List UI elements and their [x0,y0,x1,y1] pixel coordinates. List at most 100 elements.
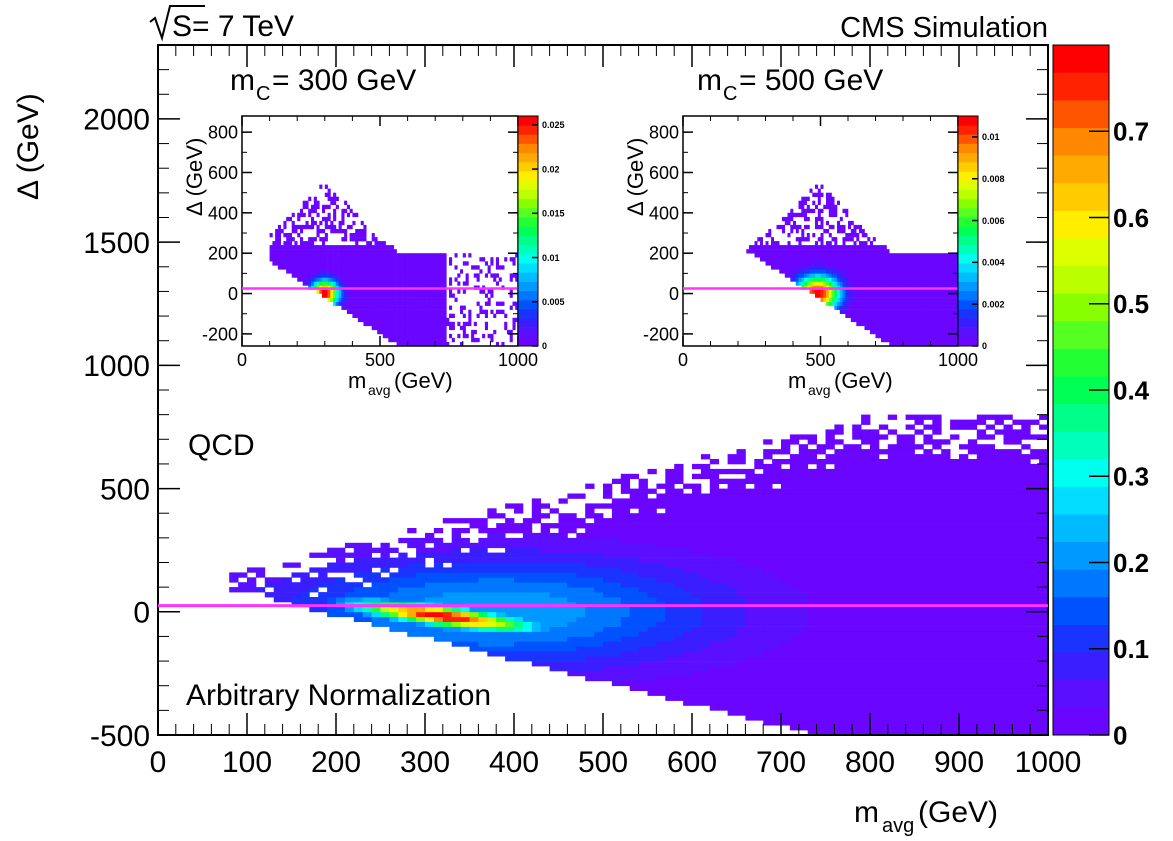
heatmap-cell [798,690,809,696]
heatmap-cell [291,249,295,254]
heatmap-cell [994,720,1004,726]
heatmap-cell [700,666,711,672]
heatmap-cell [887,577,898,583]
heatmap-cell [807,523,817,529]
heatmap-cell [413,273,417,278]
heatmap-cell [959,547,969,553]
heatmap-cell [460,542,470,549]
heatmap-cell [374,253,378,258]
heatmap-cell [816,572,826,578]
heatmap-cell [852,537,862,544]
heatmap-cell [398,552,408,558]
heatmap-cell [1021,611,1031,618]
heatmap-cell [994,567,1004,573]
heatmap-cell [442,567,453,573]
heatmap-cell [754,661,764,667]
heatmap-cell [736,488,746,494]
heatmap-cell [522,646,533,652]
heatmap-cell [1030,690,1040,696]
heatmap-cell [967,597,978,603]
heatmap-cell [700,597,711,603]
heatmap-cell [396,313,400,318]
heatmap-cell [380,321,384,327]
heatmap-cell [424,342,428,347]
heatmap-cell [914,429,924,435]
heatmap-cell [789,468,800,475]
heatmap-cell [346,257,350,262]
heatmap-cell [371,606,381,613]
energy-label: S = 7 TeV [149,5,294,43]
heatmap-cell [727,611,737,618]
heatmap-cell [505,631,515,637]
heatmap-cell [834,493,844,499]
heatmap-cell [709,670,720,677]
heatmap-cell [576,626,586,632]
heatmap-cell [531,532,542,539]
heatmap-cell [834,488,844,494]
heatmap-cell [887,710,898,716]
heatmap-cell [1021,547,1031,553]
heatmap-cell [272,245,276,250]
heatmap-cell [522,626,533,632]
heatmap-cell [763,473,773,480]
heatmap-cell [308,277,312,282]
heatmap-cell [985,700,995,706]
heatmap-cell [647,680,657,687]
heatmap-cell [413,337,417,343]
heatmap-cell [772,532,782,539]
heatmap-cell [718,670,728,677]
heatmap-cell [308,196,312,201]
heatmap-cell [382,245,386,250]
heatmap-cell [878,631,889,637]
heatmap-cell [665,656,675,662]
heatmap-cell [692,621,702,627]
heatmap-cell [656,670,666,677]
heatmap-cell [313,200,317,205]
heatmap-cell [410,293,414,298]
heatmap-cell [435,293,439,298]
heatmap-cell [638,547,648,553]
heatmap-cell [410,301,414,306]
heatmap-cell [976,670,987,677]
heatmap-cell [914,478,924,484]
heatmap-cell [352,309,356,314]
heatmap-cell [674,636,684,642]
heatmap-cell [505,567,515,573]
heatmap-cell [896,646,906,652]
heatmap-cell [763,493,773,499]
heatmap-cell [825,710,835,716]
heatmap-cell [416,606,426,613]
heatmap-cell [870,508,880,514]
heatmap-cell [402,329,406,335]
heatmap-cell [438,325,442,331]
heatmap-cell [950,537,960,544]
heatmap-cell [878,508,889,514]
heatmap-cell [389,547,399,553]
heatmap-cell [1003,720,1013,726]
heatmap-cell [1003,631,1013,637]
heatmap-cell [391,297,395,302]
heatmap-cell [344,289,348,294]
heatmap-cell [754,463,764,470]
heatmap-cell [825,542,835,549]
heatmap-cell [816,488,826,494]
heatmap-cell [576,537,586,544]
heatmap-cell [442,636,453,642]
heatmap-cell [905,597,915,603]
heatmap-cell [576,567,586,573]
heatmap-cell [994,473,1004,480]
heatmap-cell [870,439,880,445]
heatmap-cell [371,313,375,318]
heatmap-cell [798,513,809,519]
heatmap-cell [781,478,791,484]
heatmap-cell [338,220,342,226]
heatmap-cell [410,317,414,323]
heatmap-cell [967,695,978,701]
heatmap-cell [763,621,773,627]
heatmap-cell [763,700,773,706]
heatmap-cell [638,528,648,534]
heatmap-cell [994,454,1004,460]
heatmap-cell [1039,597,1049,603]
heatmap-cell [567,523,577,529]
heatmap-cell [727,661,737,667]
